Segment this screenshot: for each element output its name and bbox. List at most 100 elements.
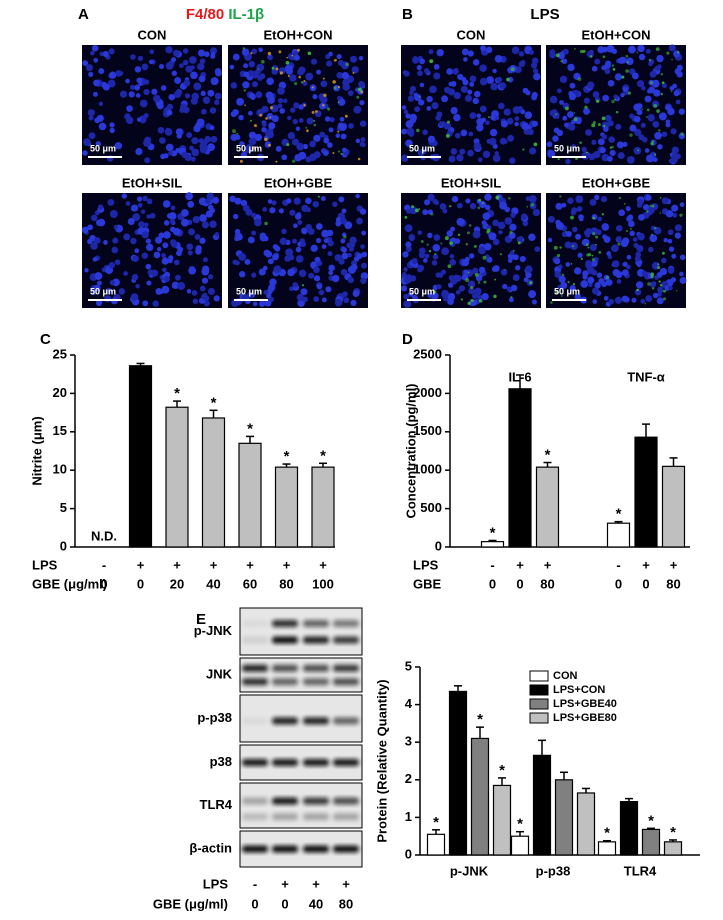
nucleus [507,258,513,263]
nucleus [524,111,533,119]
nucleus [635,251,641,258]
green-signal [651,140,654,143]
nucleus [214,92,222,100]
green-signal [343,235,347,239]
green-signal [482,255,487,260]
nucleus [263,235,269,242]
nucleus [556,88,562,94]
nucleus [640,122,646,128]
green-signal [602,55,606,59]
nucleus [186,132,193,139]
green-signal [301,81,304,84]
nucleus [293,197,301,205]
nucleus [622,261,628,267]
nucleus [229,64,235,70]
blot-band [242,678,268,686]
nucleus [621,295,629,303]
green-signal [264,221,268,226]
nucleus [436,49,444,57]
nucleus [198,75,206,83]
nucleus [448,81,453,87]
nucleus [182,48,189,54]
green-signal [585,243,589,247]
x-row-label: + [319,557,327,572]
significance-mark: * [499,762,505,779]
green-signal [506,77,510,82]
nucleus [668,246,675,252]
green-signal [582,49,586,53]
nucleus [409,90,414,96]
nucleus [287,132,296,140]
nucleus [230,82,238,89]
nucleus [591,139,597,145]
x-row-label: + [137,557,145,572]
nucleus [568,93,576,101]
nucleus [119,90,128,98]
nucleus [302,80,308,86]
nucleus [648,246,654,253]
nucleus [503,108,511,116]
green-signal [317,195,320,198]
y-tick-label: 1 [405,809,412,824]
nucleus [565,158,571,165]
nucleus [405,245,412,253]
blot-band [333,717,359,725]
nucleus [207,274,214,280]
category-label: TLR4 [624,863,657,878]
nucleus [92,91,98,97]
nucleus [498,230,503,235]
nucleus [207,89,215,97]
nucleus [404,276,412,284]
nucleus [349,55,358,63]
nucleus [469,75,477,83]
nucleus [597,216,603,222]
nucleus [268,55,273,61]
nucleus [529,49,534,55]
green-signal [470,298,474,303]
nucleus [164,233,170,238]
blot-band [303,797,329,805]
green-signal [611,145,614,149]
nucleus [405,241,412,248]
nucleus [436,111,443,118]
nucleus [329,117,335,123]
nucleus [525,271,532,279]
nucleus [401,105,407,110]
nucleus [320,80,328,88]
green-signal [629,228,632,231]
green-signal [271,66,275,70]
nucleus [416,64,422,71]
nucleus [679,276,687,284]
nucleus [636,80,645,88]
nucleus [594,194,600,200]
nucleus [605,279,613,286]
legend-label: LPS+GBE40 [553,698,617,710]
nucleus [667,267,675,274]
nucleus [482,212,491,221]
green-signal [623,202,626,205]
green-signal [573,117,578,122]
x-row-label: + [642,557,650,572]
nucleus [403,70,410,77]
green-signal [429,59,434,64]
nucleus [485,46,493,54]
green-signal [650,233,653,236]
nucleus [472,230,481,239]
green-signal [418,95,421,98]
y-tick-label: 5 [60,500,67,515]
nucleus [94,272,103,280]
green-signal [661,81,665,85]
nucleus [420,148,427,155]
green-signal [659,197,662,199]
nucleus [171,281,180,290]
nucleus [468,52,473,57]
nucleus [649,281,656,288]
nucleus [525,90,531,96]
nucleus [93,284,101,292]
green-signal [404,215,408,219]
blot-band [242,717,268,725]
nucleus [632,237,638,242]
nucleus [277,97,284,104]
nucleus [402,251,409,258]
nucleus [498,102,505,110]
